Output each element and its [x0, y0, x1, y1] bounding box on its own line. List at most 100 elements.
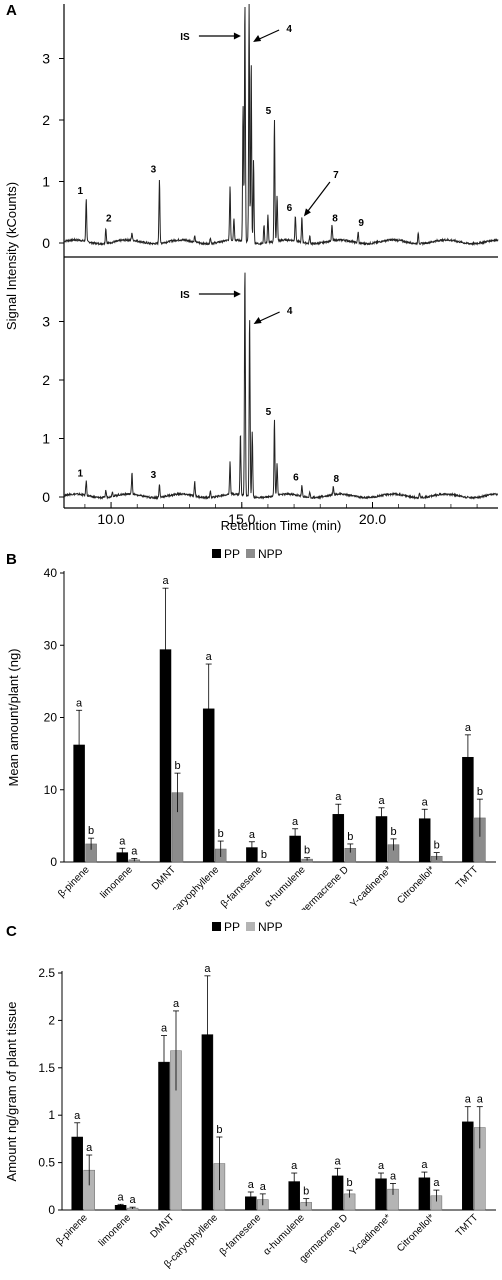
c-sig-letter: a: [248, 1179, 255, 1191]
c-sig-letter: a: [335, 1155, 342, 1167]
b-sig-letter: a: [76, 697, 83, 709]
panel-label-c: C: [6, 923, 17, 940]
c-y-tick-label: 1: [48, 1108, 55, 1122]
b-sig-letter: b: [477, 786, 483, 798]
peak-4-label: 4: [287, 306, 293, 317]
c-category-label: α-humulene: [262, 1212, 308, 1258]
c-sig-letter: b: [303, 1186, 309, 1198]
b-category-label: limonene: [98, 864, 135, 901]
peak-label: 5: [266, 407, 272, 418]
b-y-tick-label: 10: [44, 783, 58, 797]
c-y-tick-label: 1.5: [38, 1061, 55, 1075]
b-y-tick-label: 40: [44, 566, 58, 580]
c-legend-label-npp: NPP: [258, 920, 283, 934]
is-label: IS: [180, 290, 190, 301]
c-y-axis-label: Amount ng/gram of plant tissue: [4, 1002, 19, 1182]
c-y-tick-label: 2: [48, 1013, 55, 1027]
c-sig-letter: a: [260, 1181, 267, 1193]
c-sig-letter: a: [465, 1094, 472, 1106]
b-y-tick-label: 20: [44, 711, 58, 725]
peak-label: 6: [293, 472, 299, 483]
y-tick-label: 3: [42, 51, 50, 67]
b-sig-letter: b: [218, 828, 224, 840]
y-axis-label: Signal Intensity (kCounts): [4, 182, 19, 330]
b-sig-letter: b: [304, 845, 310, 857]
peak-label: 3: [151, 470, 157, 481]
b-category-label: Y-cadinene*: [348, 864, 394, 910]
b-legend-label-pp: PP: [224, 547, 240, 561]
panel-label-b: B: [6, 551, 17, 568]
panel-label-a: A: [6, 2, 17, 19]
peak-7-arrowhead: [303, 208, 311, 217]
bar-chart-amount-per-gram: C 0 0.5 1 1.5 2 2.5 Amount ng/gram of plant ti…: [0, 910, 502, 1280]
x-tick-label: 10.0: [97, 511, 124, 527]
chromatogram-svg: A Signal Intensity (kCounts) Retention Ti…: [4, 2, 499, 533]
c-y-tick-label: 0.5: [38, 1156, 55, 1170]
c-category-label: Citronellol*: [395, 1212, 437, 1254]
c-sig-letter: a: [86, 1142, 93, 1154]
is-arrowhead: [233, 32, 241, 40]
peak-4-arrow: [257, 311, 280, 323]
b-y-axis-label: Mean amount/plant (ng): [6, 648, 21, 786]
b-category-label: β-farnesene: [219, 864, 265, 910]
c-sig-letter: a: [204, 963, 211, 975]
peak-label: 8: [334, 474, 340, 485]
chromatogram-trace: [63, 272, 498, 501]
c-category-label: DMNT: [148, 1212, 176, 1240]
c-category-label: β-pinene: [54, 1212, 90, 1248]
chromatogram-panel: A Signal Intensity (kCounts) Retention Ti…: [0, 0, 502, 540]
peak-4-arrowhead: [253, 317, 262, 324]
c-sig-letter: a: [378, 1160, 385, 1172]
c-sig-letter: a: [161, 1023, 168, 1035]
b-legend-swatch-npp: [246, 549, 255, 558]
y-tick-label: 3: [42, 314, 50, 330]
b-sig-letter: a: [335, 791, 342, 803]
x-tick-label: 20.0: [359, 511, 386, 527]
c-y-tick-label: 0: [48, 1203, 55, 1217]
is-arrowhead: [233, 290, 241, 298]
peak-label: 8: [332, 214, 338, 225]
b-category-label: TMTT: [454, 864, 481, 891]
b-legend-swatch-pp: [212, 549, 221, 558]
c-legend-swatch-pp: [212, 922, 221, 931]
y-tick-label: 2: [42, 112, 50, 128]
c-sig-letter: a: [433, 1177, 440, 1189]
peak-label: 1: [77, 468, 83, 479]
is-label: IS: [180, 32, 190, 43]
b-sig-letter: b: [434, 840, 440, 852]
b-sig-letter: a: [422, 796, 429, 808]
x-axis-label: Retention Time (min): [221, 518, 342, 533]
peak-label: 6: [287, 203, 293, 214]
b-sig-letter: b: [174, 760, 180, 772]
c-category-label: Y-cadinene*: [348, 1212, 394, 1258]
bar-chart-mean-amount: B 0 10 20 30 40 Mean amount/plant (ng) PP NPP a b…: [0, 540, 502, 910]
b-y-tick-label: 30: [44, 638, 58, 652]
b-sig-letter: a: [131, 845, 138, 857]
chromatogram-trace: [63, 3, 499, 247]
peak-4-label: 4: [286, 24, 292, 35]
b-category-label: α-humulene: [262, 864, 308, 910]
peak-7-arrow: [306, 181, 331, 213]
b-legend-label-npp: NPP: [258, 547, 283, 561]
peak-4-arrowhead: [253, 35, 262, 42]
b-sig-letter: a: [249, 829, 256, 841]
peak-4-arrow: [256, 29, 280, 41]
b-sig-letter: a: [119, 835, 126, 847]
y-tick-label: 0: [42, 235, 50, 251]
b-sig-letter: a: [206, 651, 213, 663]
c-category-label: TMTT: [454, 1212, 481, 1239]
c-sig-letter: b: [347, 1177, 353, 1189]
c-sig-letter: a: [130, 1194, 137, 1206]
y-tick-label: 1: [42, 174, 50, 190]
peak-label: 1: [77, 186, 83, 197]
b-sig-letter: b: [390, 826, 396, 838]
b-category-label: DMNT: [150, 864, 178, 892]
peak-label: 3: [151, 164, 157, 175]
x-tick-label: 15.0: [228, 511, 255, 527]
c-category-label: limonene: [97, 1212, 134, 1249]
c-sig-letter: a: [118, 1191, 125, 1203]
b-category-label: Citronellol*: [395, 864, 437, 906]
c-sig-letter: b: [216, 1124, 222, 1136]
b-category-label: β-pinene: [56, 864, 92, 900]
b-y-tick-label: 0: [50, 855, 57, 869]
